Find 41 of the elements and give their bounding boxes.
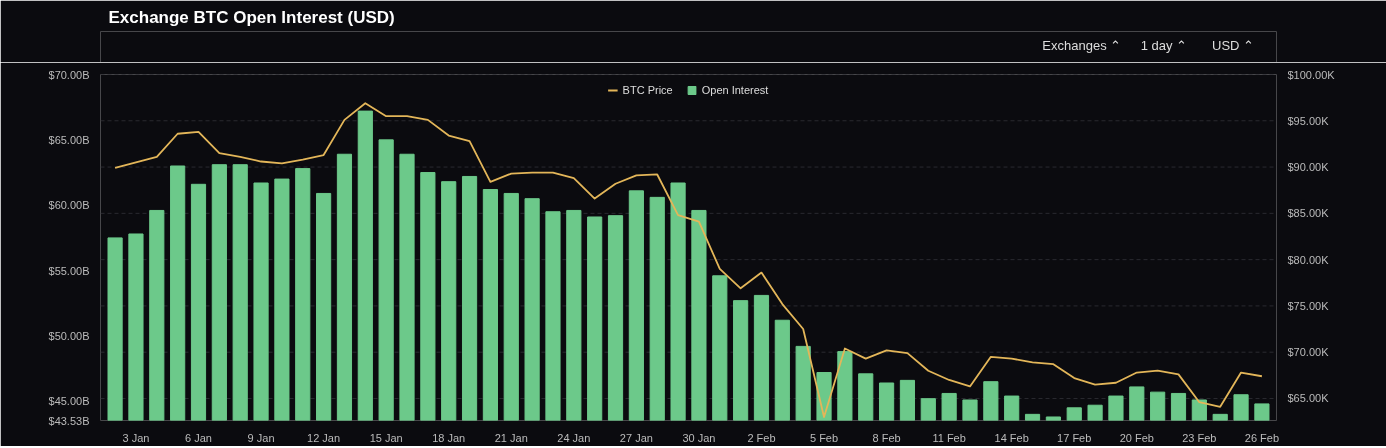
x-tick-label: 23 Feb <box>1182 431 1217 444</box>
y2-tick-label: $75.00K <box>1287 299 1330 312</box>
x-tick-label: 2 Feb <box>747 431 776 444</box>
x-tick-label: 17 Feb <box>1057 431 1092 444</box>
x-tick-label: 5 Feb <box>809 431 839 444</box>
legend-label: BTC Price <box>622 84 673 96</box>
x-tick-label: 27 Jan <box>619 431 653 444</box>
x-tick-label: 21 Jan <box>494 431 528 444</box>
y-tick-label: $60.00B <box>48 199 90 212</box>
y2-tick-label: $100.00K <box>1287 68 1336 81</box>
y2-tick-label: $65.00K <box>1287 392 1330 405</box>
x-tick-label: 14 Feb <box>994 431 1029 444</box>
y-tick-label: $43.53B <box>48 414 90 427</box>
y2-tick-label: $80.00K <box>1287 253 1330 266</box>
x-tick-label: 15 Jan <box>369 431 403 444</box>
x-tick-label: 12 Jan <box>307 431 341 444</box>
x-tick-label: 9 Jan <box>247 431 275 444</box>
y-tick-label: $65.00B <box>48 133 90 146</box>
text: 1 day ⌃ <box>1140 37 1188 53</box>
x-tick-label: 11 Feb <box>932 431 966 444</box>
y-tick-label: $50.00B <box>48 329 90 342</box>
x-tick-label: 3 Jan <box>122 431 150 444</box>
y2-tick-label: $90.00K <box>1287 161 1330 174</box>
x-tick-label: 26 Feb <box>1244 431 1280 444</box>
y-tick-label: $70.00B <box>48 68 90 81</box>
text: Exchanges ⌃ <box>1042 37 1122 53</box>
x-tick-label: 20 Feb <box>1119 431 1154 444</box>
y-tick-label: $45.00B <box>48 395 90 408</box>
y2-tick-label: $95.00K <box>1287 114 1330 127</box>
text: USD ⌃ <box>1212 37 1255 53</box>
y2-tick-label: $85.00K <box>1287 207 1330 220</box>
y2-tick-label: $70.00K <box>1287 346 1330 359</box>
x-tick-label: 24 Jan <box>557 431 591 444</box>
y-tick-label: $55.00B <box>48 264 90 277</box>
chart-title: Exchange BTC Open Interest (USD) <box>108 7 395 27</box>
x-tick-label: 8 Feb <box>872 431 901 444</box>
x-tick-label: 30 Jan <box>682 431 716 444</box>
legend-label: Open Interest <box>701 84 769 96</box>
line-series <box>114 102 1263 418</box>
x-tick-label: 6 Jan <box>185 431 212 444</box>
x-tick-label: 18 Jan <box>432 431 466 444</box>
